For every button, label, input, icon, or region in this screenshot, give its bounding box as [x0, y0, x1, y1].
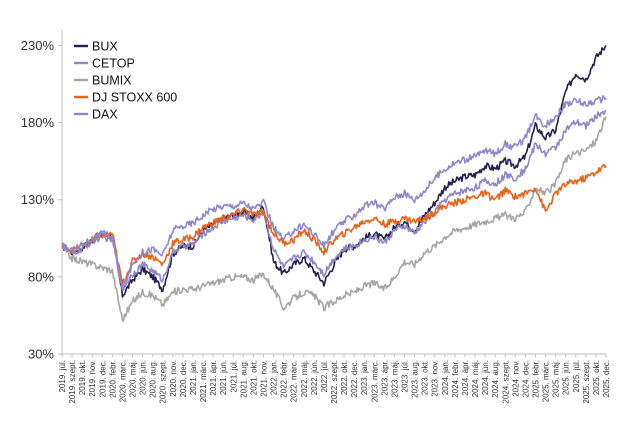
x-tick-label: 2020. febr. [108, 360, 117, 398]
x-tick-label: 2024. ápr. [461, 360, 470, 396]
x-tick-label: 2019. dec. [98, 360, 107, 397]
x-tick-label: 2025. júl. [572, 360, 581, 392]
x-tick-label: 2019. júl. [58, 360, 67, 392]
x-tick-label: 2021. jún. [219, 360, 228, 395]
y-tick-label: 30% [28, 347, 54, 362]
x-tick-label: 2023. okt. [421, 360, 430, 395]
x-tick-label: 2023. máj. [390, 360, 399, 397]
x-tick-label: 2021. aug. [239, 360, 248, 398]
x-tick-label: 2019. okt. [78, 360, 87, 395]
x-tick-label: 2024. aug. [491, 360, 500, 398]
x-tick-label: 2025. okt. [592, 360, 601, 395]
x-tick-label: 2019. nov. [88, 360, 97, 397]
x-tick-label: 2024. szept. [501, 360, 510, 404]
y-tick-label: 180% [21, 115, 55, 130]
series-line-dax [61, 95, 607, 290]
x-tick-label: 2020. dec. [179, 360, 188, 397]
x-tick-label: 2019. szept. [68, 360, 77, 404]
x-tick-label: 2025. szept. [582, 360, 591, 404]
x-tick-label: 2025. febr. [531, 360, 540, 398]
x-tick-label: 2022. jún. [310, 360, 319, 395]
x-tick-label: 2025. márc. [542, 360, 551, 402]
x-tick-label: 2024. jún. [481, 360, 490, 395]
x-tick-label: 2024. nov. [511, 360, 520, 397]
x-tick-label: 2024. febr. [451, 360, 460, 398]
x-tick-label: 2021. márc. [199, 360, 208, 402]
x-tick-label: 2021. nov. [259, 360, 268, 397]
series-lines [61, 45, 607, 323]
series-line-bumix [61, 116, 607, 323]
legend: BUX CETOP BUMIX DJ STOXX 600 DAX [74, 40, 177, 122]
x-tick-label: 2024. dec. [521, 360, 530, 397]
y-tick-label: 130% [21, 192, 55, 207]
x-tick-label: 2024. jan. [441, 360, 450, 395]
series-line-bux [61, 45, 607, 298]
x-tick-label: 2020. nov. [169, 360, 178, 397]
x-tick-label: 2020. szept. [159, 360, 168, 404]
x-tick-label: 2020. aug. [149, 360, 158, 398]
legend-label: BUMIX [92, 74, 132, 88]
x-tick-label: 2025. dec. [602, 360, 611, 397]
x-tick-label: 2025. máj. [552, 360, 561, 397]
x-tick-label: 2022. febr. [280, 360, 289, 398]
x-tick-label: 2024. máj. [471, 360, 480, 397]
x-tick-label: 2023. nov. [431, 360, 440, 397]
x-tick-label: 2022. szept. [330, 360, 339, 404]
x-tick-label: 2023. júl. [401, 360, 410, 392]
x-tick-label: 2022. márc. [290, 360, 299, 402]
x-tick-label: 2023. jan. [360, 360, 369, 395]
axes: 30% 80% 130% 180% 230% 2019. júl. 2019. szept.… [21, 30, 611, 404]
x-tick-label: 2022. dec. [350, 360, 359, 397]
legend-label: BUX [92, 40, 118, 54]
x-tick-label: 2022. júl. [320, 360, 329, 392]
x-tick-label: 2023. márc. [370, 360, 379, 402]
x-tick-label: 2021. jan. [189, 360, 198, 395]
series-line-dj-stoxx-600 [61, 163, 607, 286]
legend-label: CETOP [92, 57, 135, 71]
x-tick-label: 2023. aug. [411, 360, 420, 398]
y-tick-label: 80% [28, 269, 54, 284]
x-tick-label: 2022. máj. [300, 360, 309, 397]
y-tick-label: 230% [21, 38, 55, 53]
x-tick-label: 2022. okt. [340, 360, 349, 395]
x-tick-label: 2020. márc. [118, 360, 127, 402]
legend-label: DAX [92, 108, 118, 122]
x-tick-label: 2022. jan. [270, 360, 279, 395]
x-tick-label: 2023. ápr. [380, 360, 389, 396]
x-tick-label: 2021. ápr. [209, 360, 218, 396]
legend-label: DJ STOXX 600 [92, 91, 177, 105]
x-tick-label: 2025. jún. [562, 360, 571, 395]
series-line-cetop [61, 109, 607, 292]
x-tick-label: 2020. máj. [129, 360, 138, 397]
x-tick-label: 2021. okt. [249, 360, 258, 395]
x-tick-label: 2020. jún. [139, 360, 148, 395]
x-tick-label: 2021. júl. [229, 360, 238, 392]
